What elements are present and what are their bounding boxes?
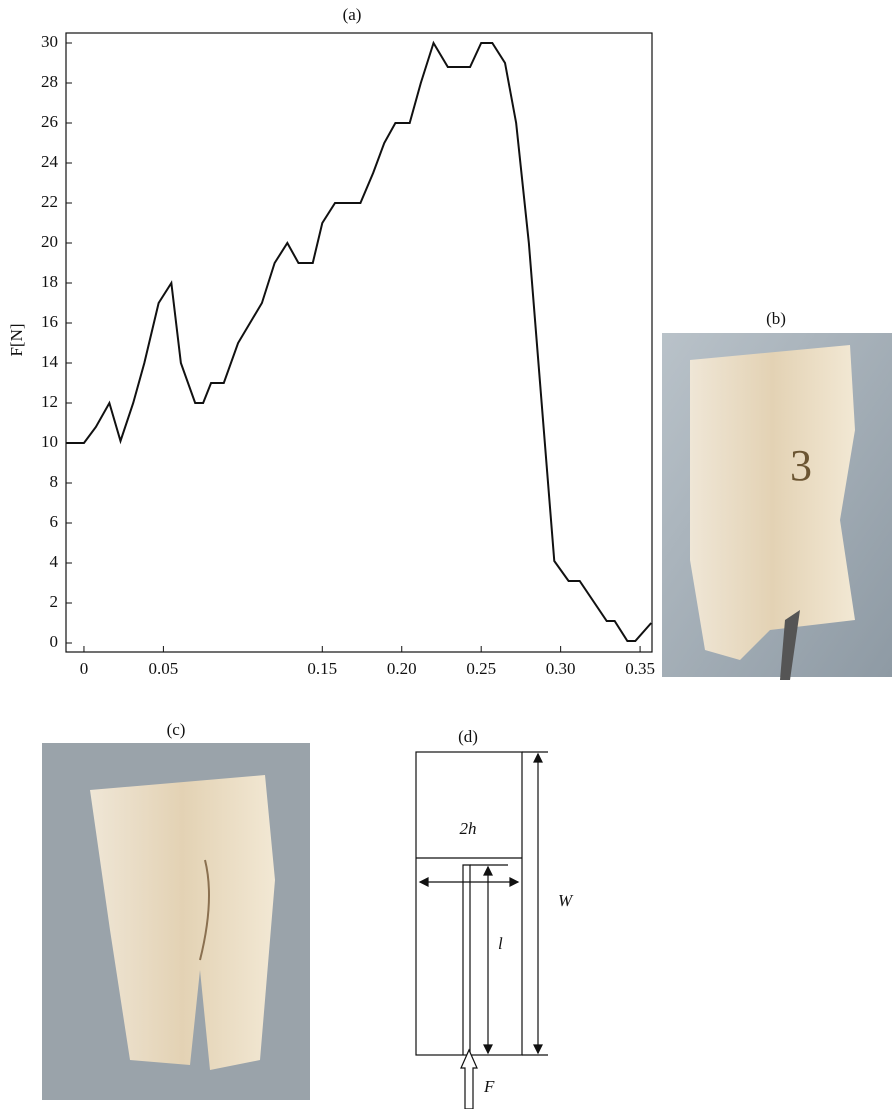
x-tick-label: 0.15 [307,659,337,678]
photo-mark: 3 [790,441,812,490]
y-tick-label: 28 [41,72,58,91]
y-tick-label: 10 [41,432,58,451]
y-tick-label: 26 [41,112,58,131]
arrowheads [483,865,493,1055]
y-tick-label: 2 [50,592,59,611]
arrowheads [533,752,543,1055]
panel-label: (b) [766,309,786,328]
chart-title: (a) [343,5,362,24]
force-arrow [460,1048,478,1109]
y-tick-label: 0 [50,632,59,651]
dim-label: l [498,934,503,953]
y-tick-label: 16 [41,312,58,331]
specimen [90,775,275,1070]
data-line [66,40,652,642]
blade [780,610,800,680]
specimen [690,345,855,660]
panel-label: (c) [167,720,186,739]
specimen-outline [415,751,523,1056]
x-tick-label: 0 [80,659,89,678]
y-tick-label: 20 [41,232,58,251]
y-tick-label: 12 [41,392,58,411]
y-tick-label: 30 [41,32,58,51]
crack [199,859,210,961]
dim-label: F [483,1077,495,1096]
y-tick-label: 8 [50,472,59,491]
y-tick-label: 4 [50,552,59,571]
y-axis-label: F[N] [7,323,26,356]
y-tick-label: 6 [50,512,59,531]
dim-label: 2h [460,819,477,838]
y-tick-label: 18 [41,272,58,291]
plot-frame [65,32,653,653]
y-tick-label: 24 [41,152,59,171]
x-tick-label: 0.30 [546,659,576,678]
arrowheads [418,877,520,887]
x-tick-label: 0.05 [149,659,179,678]
panel-label: (d) [458,727,478,746]
x-tick-label: 0.20 [387,659,417,678]
x-tick-label: 0.35 [625,659,655,678]
y-tick-label: 22 [41,192,58,211]
dim-label: W [558,891,574,910]
notch [462,864,471,1055]
y-tick-label: 14 [41,352,59,371]
x-tick-label: 0.25 [466,659,496,678]
diagram [415,751,548,1109]
